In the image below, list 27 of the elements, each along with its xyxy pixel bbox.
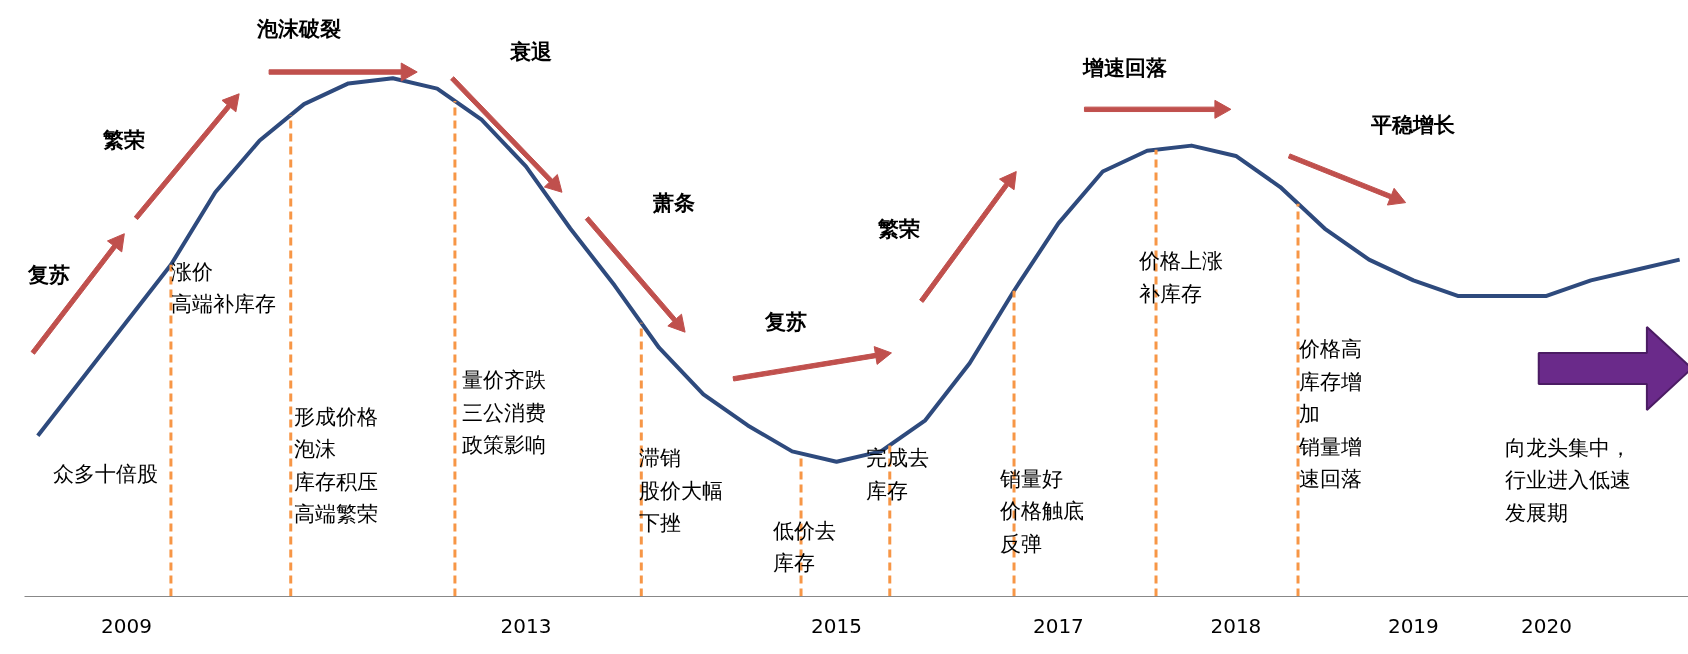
annotation: 销量好价格触底反弹 bbox=[998, 466, 1084, 556]
annotation: 众多十倍股 bbox=[52, 461, 158, 486]
annotation: 滞销股价大幅下挫 bbox=[638, 446, 723, 535]
x-tick-label: 2015 bbox=[811, 613, 862, 638]
annotation: 繁荣 bbox=[101, 128, 145, 153]
text: 泡沫破裂 bbox=[256, 17, 342, 41]
annotation: 价格高库存增加销量增速回落 bbox=[1298, 337, 1363, 491]
annotation: 萧条 bbox=[652, 190, 696, 215]
annotation: 平稳增长 bbox=[1369, 112, 1456, 137]
annotation: 繁荣 bbox=[877, 216, 921, 241]
x-tick-label: 2018 bbox=[1210, 613, 1262, 638]
x-tick-label: 2019 bbox=[1387, 613, 1439, 638]
annotation: 复苏 bbox=[26, 263, 70, 288]
annotation: 量价齐跌三公消费政策影响 bbox=[462, 368, 547, 458]
annotation: 向龙头集中，行业进入低速发展期 bbox=[1505, 435, 1632, 525]
annotation: 增速回落 bbox=[1081, 55, 1167, 80]
annotation: 复苏 bbox=[763, 309, 807, 334]
annotation: 形成价格泡沫库存积压高端繁荣 bbox=[294, 404, 379, 526]
annotation: 价格上涨补库存 bbox=[1138, 249, 1224, 306]
annotation: 涨价高端补库存 bbox=[170, 259, 276, 317]
x-tick-label: 2020 bbox=[1521, 613, 1572, 638]
annotation: 低价去库存 bbox=[773, 518, 837, 576]
x-tick-label: 2013 bbox=[500, 613, 552, 638]
text: 衰退 bbox=[509, 40, 553, 65]
x-tick-label: 2009 bbox=[101, 613, 153, 638]
x-tick-label: 2017 bbox=[1032, 613, 1084, 638]
annotation: 完成去库存 bbox=[866, 446, 930, 503]
